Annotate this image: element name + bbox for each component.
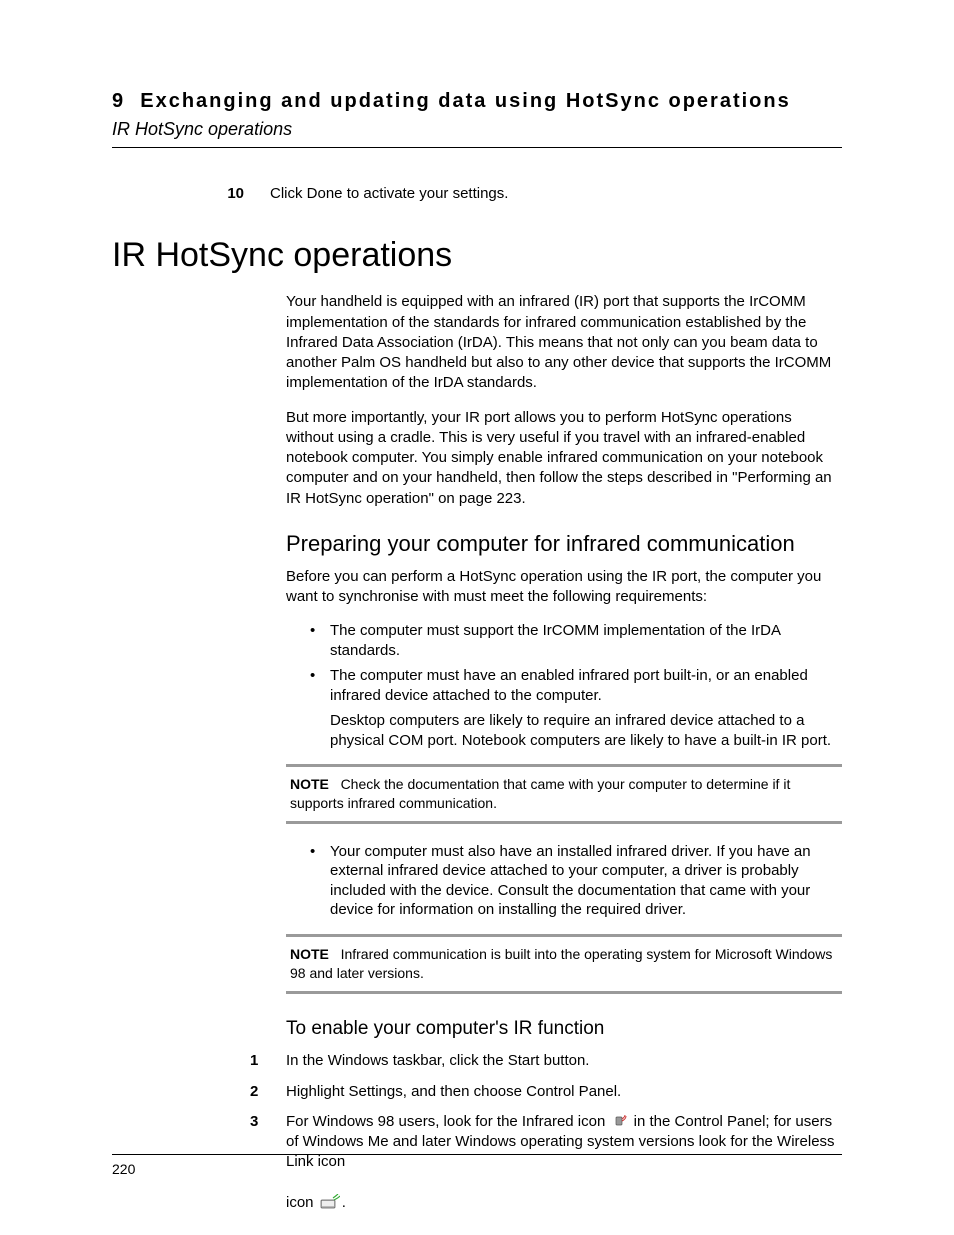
- content-column: Your handheld is equipped with an infrar…: [286, 292, 842, 1213]
- step-text: Highlight Settings, and then choose Cont…: [286, 1082, 842, 1102]
- step-number: 1: [250, 1051, 286, 1071]
- chapter-title: Exchanging and updating data using HotSy…: [140, 90, 790, 112]
- note-label: NOTE: [290, 776, 329, 792]
- header-rule: [112, 147, 842, 148]
- chapter-header: 9 Exchanging and updating data using Hot…: [112, 88, 842, 115]
- step-row: 2 Highlight Settings, and then choose Co…: [286, 1082, 842, 1102]
- step-row: 3 For Windows 98 users, look for the Inf…: [286, 1112, 842, 1213]
- infrared-icon: [611, 1113, 627, 1129]
- step-text: For Windows 98 users, look for the Infra…: [286, 1112, 842, 1213]
- note-box-1: NOTE Check the documentation that came w…: [286, 764, 842, 824]
- step-number: 2: [250, 1082, 286, 1102]
- step-10-row: 10 Click Done to activate your settings.: [112, 184, 842, 204]
- step3-pre-text: For Windows 98 users, look for the Infra…: [286, 1113, 609, 1130]
- main-heading: IR HotSync operations: [112, 233, 842, 279]
- step-row: 1 In the Windows taskbar, click the Star…: [286, 1051, 842, 1071]
- prep-heading: Preparing your computer for infrared com…: [286, 529, 842, 559]
- footer-rule: [112, 1154, 842, 1155]
- step-10-text: Click Done to activate your settings.: [270, 184, 842, 204]
- step-10-number: 10: [112, 184, 270, 204]
- page: 9 Exchanging and updating data using Hot…: [0, 0, 954, 1235]
- note-label: NOTE: [290, 946, 329, 962]
- step-text: In the Windows taskbar, click the Start …: [286, 1051, 842, 1071]
- note-box-2: NOTE Infrared communication is built int…: [286, 934, 842, 994]
- list-item-followup: Desktop computers are likely to require …: [330, 711, 842, 750]
- list-item: The computer must support the IrCOMM imp…: [310, 621, 842, 660]
- prep-intro: Before you can perform a HotSync operati…: [286, 567, 842, 608]
- list-item-text: Your computer must also have an installe…: [330, 843, 811, 919]
- page-number: 220: [112, 1160, 135, 1179]
- wireless-link-icon: [320, 1194, 340, 1210]
- intro-para-2: But more importantly, your IR port allow…: [286, 408, 842, 509]
- step3-post-text: .: [342, 1194, 346, 1211]
- list-item-text: The computer must have an enabled infrar…: [330, 667, 808, 704]
- list-item: Your computer must also have an installe…: [310, 842, 842, 920]
- list-item-text: The computer must support the IrCOMM imp…: [330, 622, 780, 659]
- enable-heading: To enable your computer's IR function: [286, 1016, 842, 1042]
- intro-para-1: Your handheld is equipped with an infrar…: [286, 292, 842, 393]
- prep-bullets-1: The computer must support the IrCOMM imp…: [286, 621, 842, 750]
- note-text: Infrared communication is built into the…: [290, 946, 832, 981]
- enable-steps: 1 In the Windows taskbar, click the Star…: [286, 1051, 842, 1213]
- prep-bullets-2: Your computer must also have an installe…: [286, 842, 842, 920]
- list-item: The computer must have an enabled infrar…: [310, 666, 842, 750]
- section-subheader: IR HotSync operations: [112, 117, 842, 141]
- step-number: 3: [250, 1112, 286, 1213]
- note-text: Check the documentation that came with y…: [290, 776, 790, 811]
- chapter-number: 9: [112, 90, 125, 112]
